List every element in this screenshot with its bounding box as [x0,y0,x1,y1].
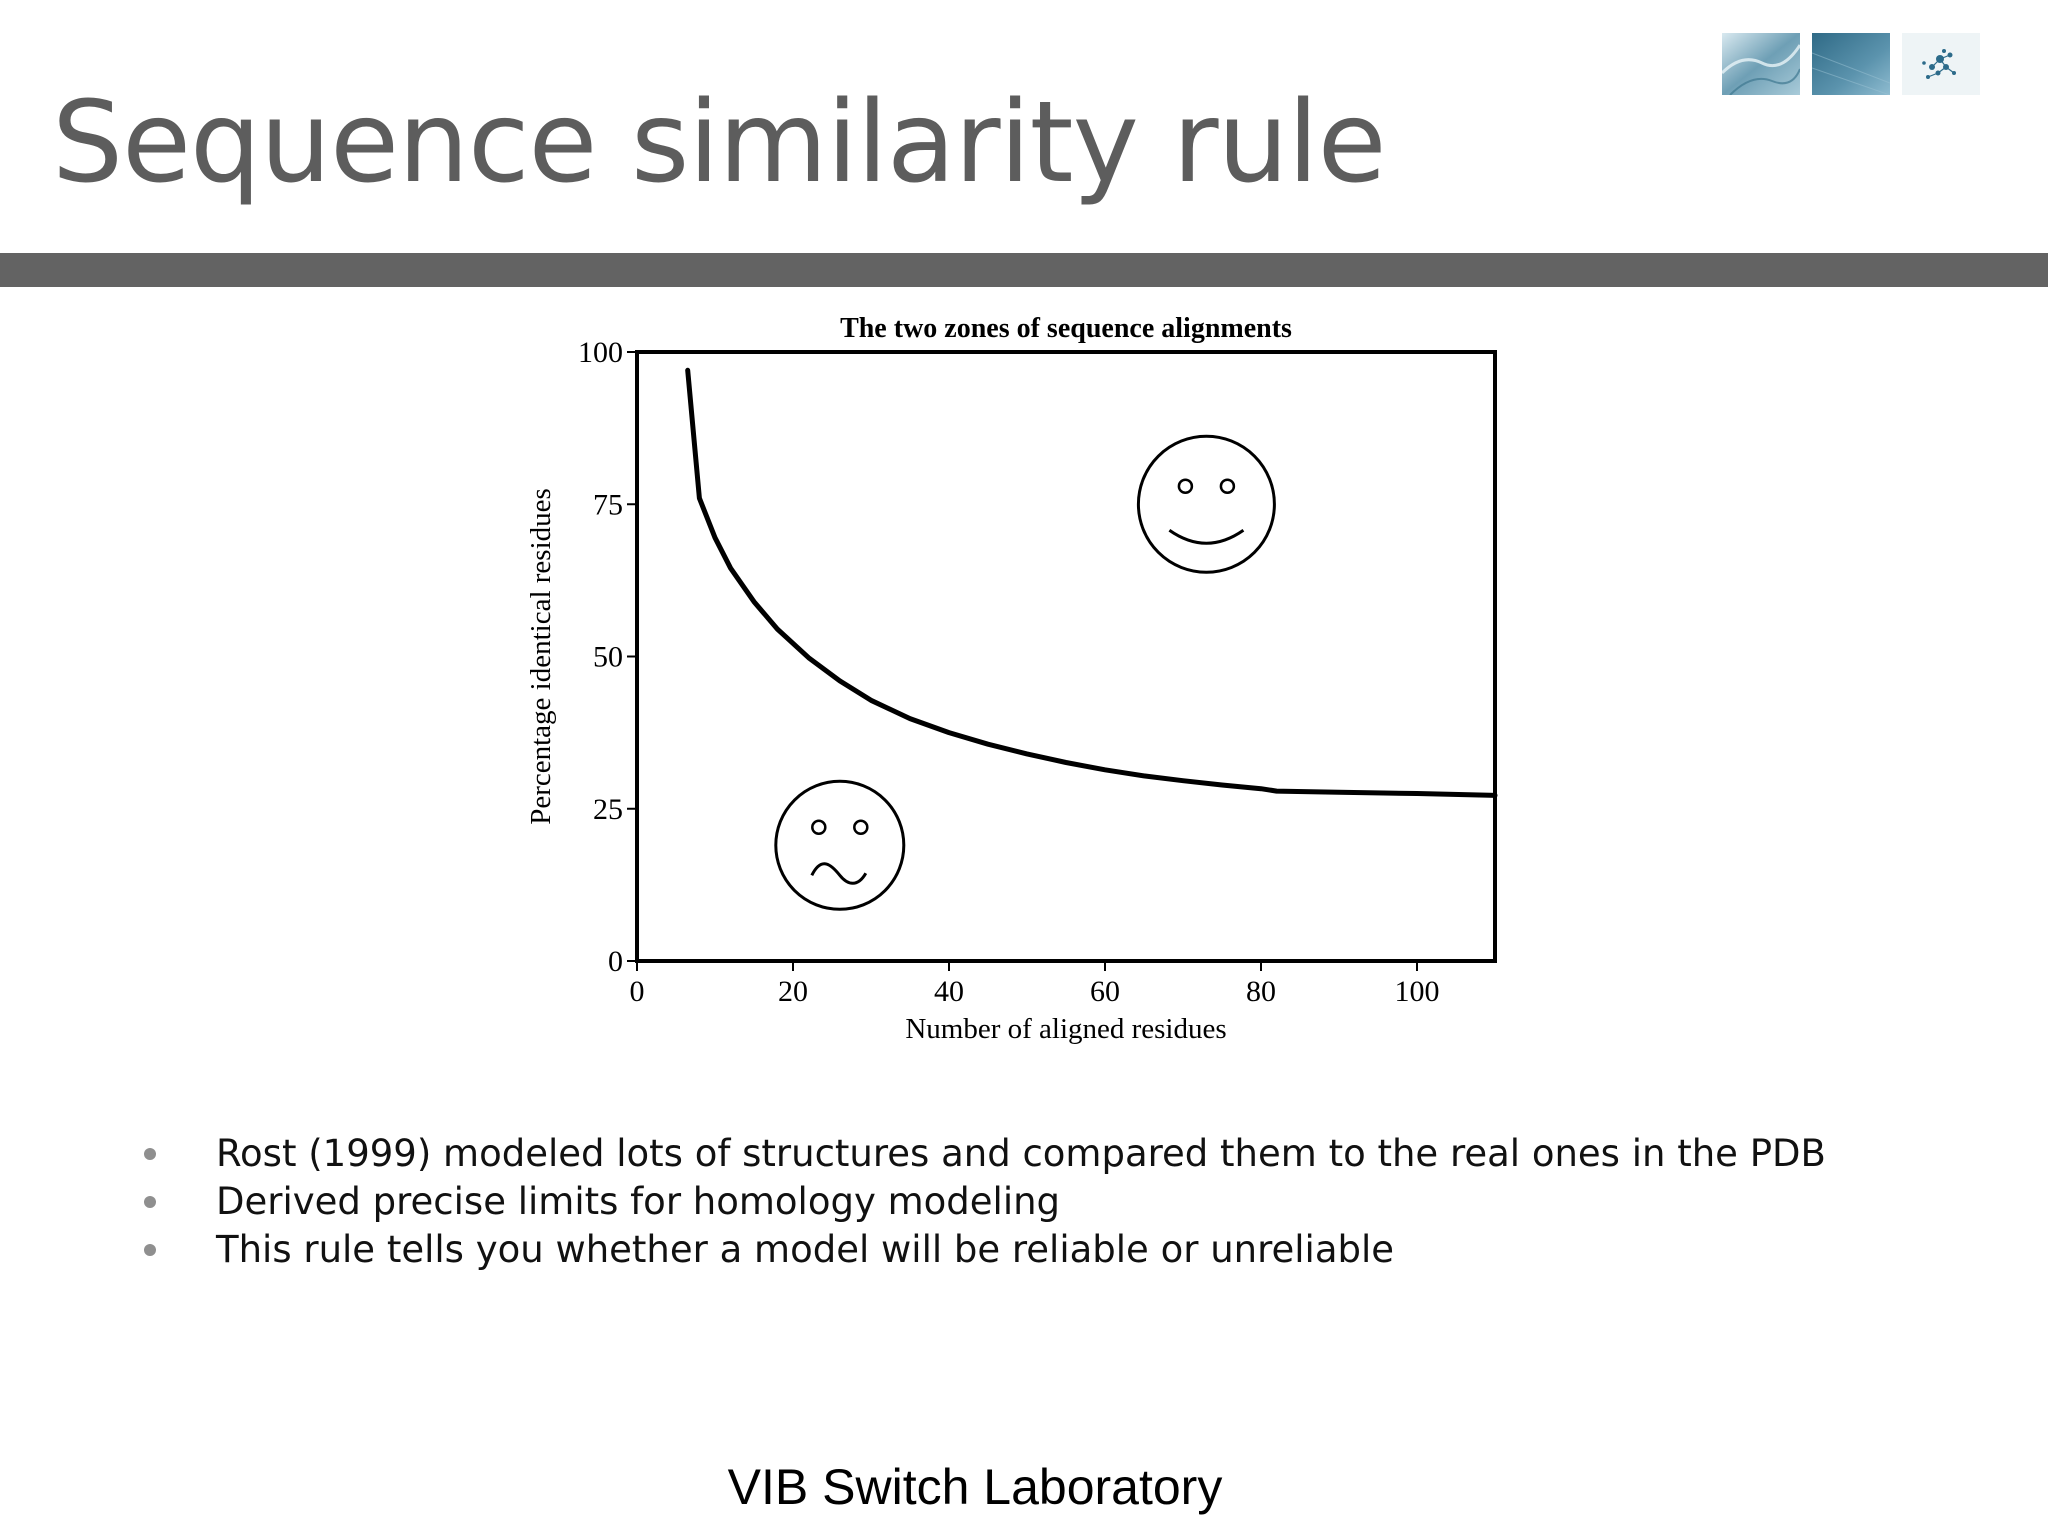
bullet-text: Derived precise limits for homology mode… [216,1180,1061,1223]
x-tick-label: 100 [1395,975,1440,1008]
y-tick-label: 100 [578,336,623,369]
bullet-dot-icon [144,1244,156,1256]
footer-text: VIB Switch Laboratory [727,1459,1223,1515]
sad-face-icon [774,779,906,911]
bullet-item: Rost (1999) modeled lots of structures a… [140,1130,2020,1178]
y-tick-label: 25 [593,793,623,826]
face-eye [811,819,827,836]
bullet-list: Rost (1999) modeled lots of structures a… [140,1130,2020,1274]
y-tick-label: 75 [593,488,623,521]
x-tick-label: 20 [778,975,808,1008]
face-eye [853,819,869,836]
face-mouth [1168,529,1245,545]
face-eye [1219,478,1236,494]
threshold-curve [685,367,1498,798]
bullet-text: This rule tells you whether a model will… [216,1228,1395,1271]
bullet-text: Rost (1999) modeled lots of structures a… [216,1132,1826,1175]
face-mouth [810,862,868,885]
plot-frame [635,350,1497,963]
sequence-alignment-chart: The two zones of sequence alignments 0 20 4… [525,313,1498,1045]
y-tick-label: 0 [608,945,623,978]
x-tick-label: 60 [1090,975,1120,1008]
blue-gradient-image [1812,33,1890,95]
molecule-structure-image [1902,33,1980,95]
blue-texture-image [1722,33,1800,95]
slide-title: Sequence similarity rule [52,78,1387,208]
happy-face-icon [1136,434,1276,574]
logo-thumbnails [1722,33,1982,95]
bullet-item: Derived precise limits for homology mode… [140,1178,2020,1226]
face-eye [1177,478,1194,494]
title-divider-bar [0,253,2048,287]
x-axis-label: Number of aligned residues [905,1013,1226,1045]
chart-title: The two zones of sequence alignments [840,313,1292,344]
x-tick-label: 80 [1246,975,1276,1008]
x-tick-label: 0 [630,975,645,1008]
bullet-item: This rule tells you whether a model will… [140,1226,2020,1274]
bullet-dot-icon [144,1196,156,1208]
y-tick-label: 50 [593,641,623,674]
bullet-dot-icon [144,1148,156,1160]
x-tick-label: 40 [934,975,964,1008]
y-axis-label: Percentage identical residues [525,488,557,825]
